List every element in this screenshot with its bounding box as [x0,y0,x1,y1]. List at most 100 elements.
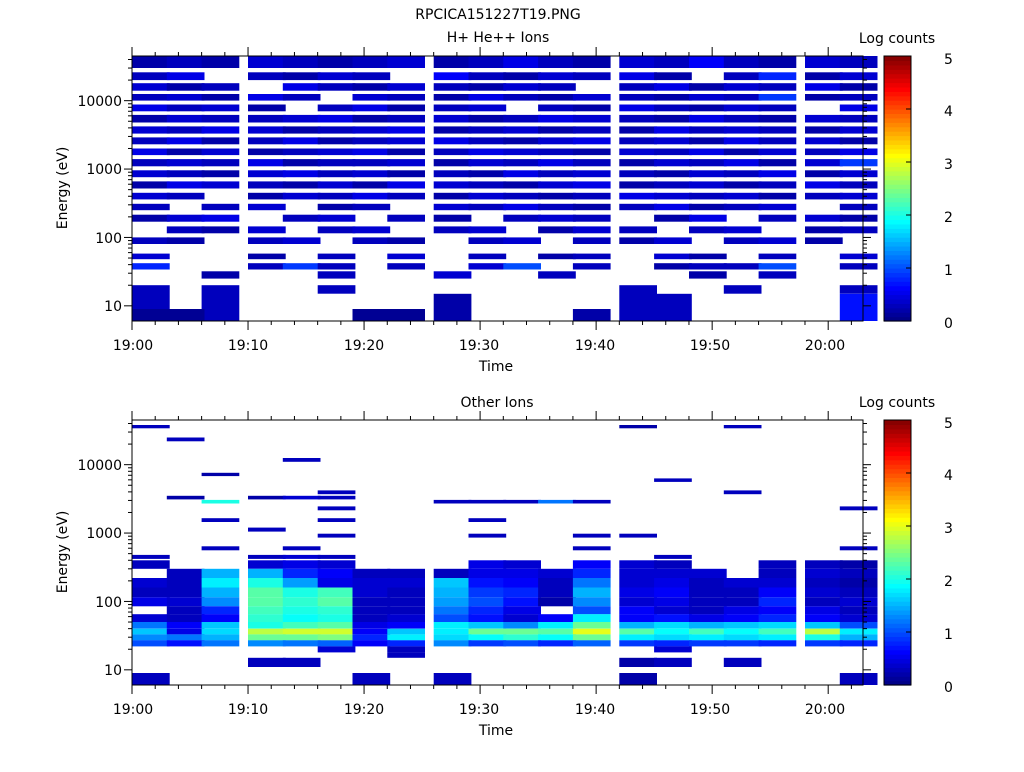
heatmap-cell [654,114,692,123]
heatmap-cell [132,263,170,270]
heatmap-cell [282,56,321,68]
heatmap-cell [433,622,472,629]
heatmap-cell [468,614,507,622]
colorbar-segment [884,539,911,545]
heatmap-cell [758,94,797,101]
heatmap-cell [282,622,321,629]
heatmap-cell [723,104,762,112]
heatmap-cell [468,192,507,200]
heatmap-cell [654,181,692,189]
heatmap-cell [839,114,878,123]
heatmap-cell [758,587,797,598]
heatmap-cell [132,587,170,598]
colorbar-tick-label: 1 [944,627,953,643]
heatmap-cell [282,237,321,244]
heatmap-cell [248,226,286,234]
colorbar-segment [884,294,911,300]
heatmap-cell [201,546,240,551]
colorbar-segment [884,60,911,66]
heatmap-cell [689,271,727,279]
heatmap-cell [317,614,356,622]
heatmap-cell [503,203,541,211]
heatmap-cell [352,587,391,598]
heatmap-cell [805,578,843,588]
heatmap-cell [503,597,541,607]
y-ticks-h-he-ions: 10000 1000 100 10 [77,94,122,315]
heatmap-cell [201,634,240,641]
y-tick-label: 10 [104,299,122,315]
heatmap-cell [282,263,321,270]
colorbar-segment [884,245,911,251]
heatmap-cell [723,170,762,178]
heatmap-cell [387,126,425,134]
colorbar-segment [884,268,911,274]
heatmap-cell [166,214,205,222]
heatmap-cell [248,94,286,101]
colorbar-segment [884,109,911,115]
heatmap-cell [572,499,611,504]
heatmap-cell [619,226,657,234]
heatmap-cell [282,72,321,81]
heatmap-cell [619,560,657,569]
heatmap-cell [282,606,321,615]
heatmap-cell [805,83,843,91]
heatmap-cell [166,137,205,145]
heatmap-cell [317,137,356,145]
colorbar-segment [884,254,911,260]
heatmap-cell [132,560,170,569]
heatmap-cell [619,606,657,615]
heatmap-cell [387,214,425,222]
colorbar-segment [884,534,911,540]
colorbar-frame [883,419,912,686]
colorbar-segment [884,241,911,247]
heatmap-cell [689,568,727,578]
heatmap-cell [758,622,797,629]
heatmap-cell [805,587,843,598]
plot-frame-other-ions [131,419,864,686]
heatmap-cell [619,622,657,629]
colorbar-segment [884,131,911,137]
heatmap-cell [468,640,507,647]
heatmap-cell [654,263,692,270]
heatmap-cell [503,606,541,615]
heatmap-cell [317,170,356,178]
heatmap-cell [352,309,391,321]
heatmap-cell [538,622,576,629]
heatmap-cell [433,214,472,222]
colorbar-segment [884,654,911,660]
heatmap-cell [433,114,472,123]
colorbar-segment [884,680,911,686]
heatmap-cell [132,673,170,685]
colorbar-segment [884,442,911,448]
heatmap-cell [433,192,472,200]
heatmap-cell [689,170,727,178]
colorbar-segment [884,636,911,642]
heatmap-cell [839,94,878,101]
colorbar-tick-label: 4 [944,104,953,120]
heatmap-cell [619,634,657,641]
heatmap-cell [538,214,576,222]
heatmap-cell [619,203,657,211]
y-tick-label: 1000 [86,162,122,178]
heatmap-cell [468,148,507,156]
heatmap-cell [805,226,843,234]
heatmap-cell [166,192,205,200]
heatmap-cell [387,578,425,588]
heatmap-cell [166,181,205,189]
x-tick-label: 19:40 [575,702,615,718]
heatmap-cell [538,56,576,68]
heatmap-cell [132,554,170,559]
heatmap-cell [282,614,321,622]
heatmap-cell [248,587,286,598]
heatmap-cell [166,72,205,81]
heatmap-cell [689,587,727,598]
colorbar-segment [884,490,911,496]
heatmap-cell [805,170,843,178]
heatmap-cell [248,192,286,200]
colorbar-segment [884,627,911,633]
heatmap-cell [433,640,472,647]
heatmap-cell [538,614,576,622]
heatmap-cell [282,578,321,588]
heatmap-cell [758,578,797,588]
heatmap-cell [201,181,240,189]
